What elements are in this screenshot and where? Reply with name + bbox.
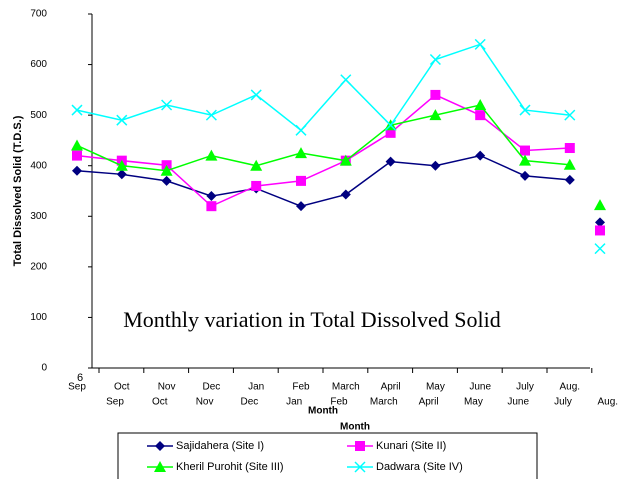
x-tick-label: June [469,382,491,393]
marker [564,143,575,154]
corner-label: 6 [77,372,83,384]
marker [206,191,217,202]
legend-label: Sajidahera (Site I) [176,440,264,452]
marker [519,154,531,166]
marker [430,160,441,171]
y-tick-label: 200 [30,261,47,272]
x-tick-label: Dec [203,382,221,393]
marker [339,154,352,166]
marker [340,74,352,86]
x-tick-label: Aug. [560,382,581,393]
marker [563,158,576,170]
marker [385,119,397,131]
x-axis-label: Month [340,422,370,433]
marker [72,165,82,176]
marker [564,109,576,121]
marker [354,461,366,473]
legend-label: Kunari (Site II) [376,440,446,452]
marker [595,217,605,228]
x-axis-label: Month [308,406,338,417]
x-tick-label: May [426,382,445,393]
marker [595,225,605,236]
marker [295,147,307,159]
marker [161,175,172,186]
series-line [76,104,570,172]
series-line [76,154,570,207]
marker [429,53,441,66]
marker [296,201,306,212]
marker [296,175,306,186]
marker [519,104,531,116]
marker [385,127,396,138]
marker [594,243,606,255]
marker [205,149,218,161]
marker [520,145,530,156]
marker [71,104,83,116]
x-tick-label: June [507,397,529,408]
x-tick-label: March [370,397,398,408]
marker [520,170,530,181]
x-tick-label: Nov [196,397,214,408]
y-tick-label: 100 [30,312,47,323]
marker [154,461,166,472]
marker [71,139,83,151]
x-tick-label: Sep [106,397,124,408]
marker [205,109,217,121]
x-tick-label: Sep [68,382,86,393]
marker [340,189,351,200]
marker [161,99,173,111]
x-tick-label: Oct [152,397,168,408]
marker [475,110,486,121]
x-tick-label: March [332,382,360,393]
marker [429,109,442,121]
marker [115,159,128,171]
marker [385,156,396,167]
y-tick-label: 400 [30,160,47,171]
legend-label: Dadwara (Site IV) [376,461,463,473]
y-tick-label: 500 [30,110,47,121]
x-tick-label: July [554,397,572,408]
chart-title: Monthly variation in Total Dissolved Sol… [123,307,501,332]
marker [116,114,128,126]
x-tick-label: July [516,382,534,393]
x-tick-label: Nov [158,382,176,393]
x-tick-label: Aug. [598,397,619,408]
marker [430,89,441,100]
series-line [76,94,570,208]
marker [155,441,165,451]
y-tick-label: 300 [30,211,47,222]
series-line [76,43,570,132]
marker [206,201,217,212]
x-tick-label: April [419,397,439,408]
marker [160,164,173,176]
x-tick-label: April [381,382,401,393]
x-tick-label: Oct [114,382,130,393]
marker [474,99,487,111]
marker [251,180,262,191]
marker [250,89,262,101]
y-tick-label: 600 [30,59,47,70]
y-tick-label: 0 [41,363,47,374]
marker [594,199,606,211]
x-tick-label: Dec [241,397,259,408]
marker [474,38,486,50]
legend [117,432,538,479]
x-tick-label: Feb [292,382,310,393]
marker [295,124,307,136]
marker [72,150,82,161]
y-tick-label: 700 [30,9,47,20]
marker [355,441,365,451]
x-tick-label: Jan [286,397,302,408]
marker [116,169,127,180]
marker [564,174,575,185]
x-tick-label: May [464,397,483,408]
x-tick-label: Feb [330,397,348,408]
marker [250,159,263,171]
x-tick-label: Jan [248,382,264,393]
legend-label: Kheril Purohit (Site III) [176,461,284,473]
y-axis-label: Total Dissolved Solid (T.D.S.) [12,115,24,266]
marker [475,150,486,161]
